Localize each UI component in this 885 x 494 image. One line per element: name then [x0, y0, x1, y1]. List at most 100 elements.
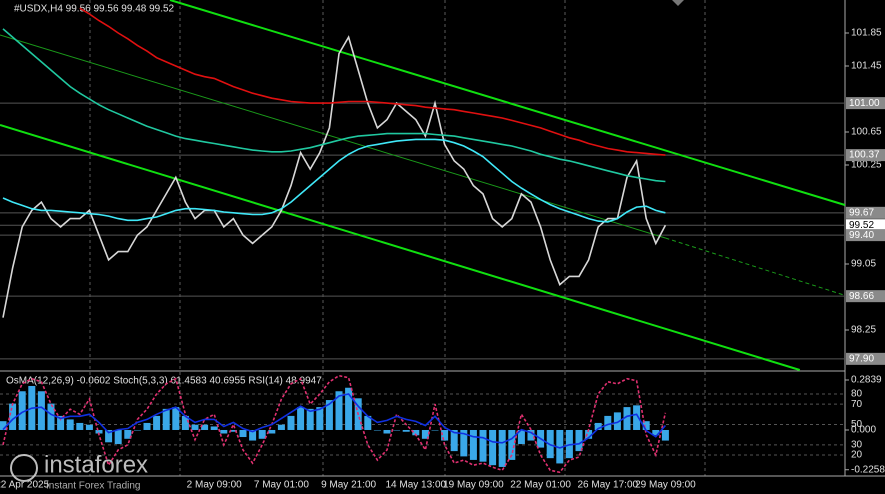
osma-bar [287, 415, 295, 430]
osma-bar [297, 407, 305, 430]
level-label: 98.66 [849, 291, 874, 302]
logo-icon [10, 454, 38, 482]
shift-marker [672, 0, 684, 6]
osma-bar [105, 429, 113, 443]
osma-bar [325, 400, 333, 430]
y-tick-label: 99.05 [851, 259, 876, 270]
osma-bar [402, 429, 410, 432]
series-line [2, 28, 666, 183]
osma-bar [85, 424, 93, 430]
x-tick-label: 19 May 09:00 [443, 480, 504, 491]
indicator-title: OsMA(12,26,9) -0.0602 Stoch(5,3,3) 61.45… [6, 376, 322, 387]
y-tick-label: 50 [851, 419, 863, 430]
osma-bar [508, 429, 516, 460]
osma-bar [633, 405, 641, 430]
osma-bar [191, 424, 199, 430]
osma-bar [181, 415, 189, 430]
osma-bar [76, 422, 84, 430]
level-label: 99.52 [849, 220, 874, 231]
y-tick-label: 98.25 [851, 325, 876, 336]
level-box [846, 352, 885, 365]
osma-bar [421, 429, 429, 439]
x-tick-label: 2 May 09:00 [187, 480, 242, 491]
osma-bar [479, 429, 487, 462]
series-line [2, 374, 667, 474]
series-line [2, 138, 666, 223]
osma-bar [469, 429, 477, 460]
level-box [846, 229, 885, 242]
x-tick-label: 26 May 17:00 [577, 480, 638, 491]
osma-bar [613, 412, 621, 430]
osma-bar [47, 403, 55, 430]
osma-bar [18, 391, 26, 430]
osma-bar [229, 429, 237, 432]
level-label: 97.90 [849, 354, 874, 365]
osma-bar [460, 429, 468, 457]
osma-bar [210, 426, 218, 430]
y-tick-label: 20 [851, 450, 863, 461]
chart-title: #USDX,H4 99.56 99.56 99.48 99.52 [14, 4, 175, 15]
osma-bar [306, 408, 314, 430]
trend-line [665, 237, 846, 296]
osma-bar [277, 424, 285, 430]
level-box [846, 149, 885, 162]
osma-bar [66, 419, 74, 430]
series-line [79, 7, 666, 156]
trend-line [169, 0, 846, 206]
x-tick-label: 22 May 01:00 [510, 480, 571, 491]
osma-bar [345, 387, 353, 430]
osma-bar [393, 429, 401, 431]
osma-bar [172, 407, 180, 430]
level-label: 99.67 [849, 207, 874, 218]
osma-bar [268, 429, 276, 434]
level-label: 99.40 [849, 230, 874, 241]
osma-bar [162, 408, 170, 430]
osma-bar [239, 429, 247, 438]
level-box [846, 290, 885, 303]
osma-bar [0, 421, 7, 430]
logo-name: instaforex [44, 451, 148, 478]
y-tick-label: 101.85 [851, 28, 882, 39]
osma-bar [604, 415, 612, 430]
level-box [846, 219, 885, 232]
y-tick-label: 70 [851, 399, 863, 410]
x-tick-label: 7 May 01:00 [254, 480, 309, 491]
y-tick-label: 30 [851, 439, 863, 450]
trend-line [0, 124, 801, 371]
osma-bar [249, 429, 257, 441]
osma-bar [498, 429, 506, 467]
osma-bar [9, 403, 17, 430]
osma-bar [642, 421, 650, 430]
osma-bar [661, 429, 669, 441]
x-tick-label: 14 May 13:00 [385, 480, 446, 491]
trend-line [0, 34, 666, 239]
osma-bar [335, 391, 343, 430]
osma-bar [201, 424, 209, 430]
osma-bar [37, 391, 45, 430]
osma-bar [258, 429, 266, 439]
series-line [2, 35, 667, 318]
osma-bar [373, 429, 381, 431]
y-tick-label: 80 [851, 389, 863, 400]
osma-bar [57, 415, 65, 430]
osma-bar [489, 429, 497, 466]
osma-bar [114, 429, 122, 445]
osma-bar [133, 429, 141, 431]
osma-bar [450, 429, 458, 452]
series-line [2, 393, 667, 449]
level-label: 100.37 [849, 150, 880, 161]
osma-bar [316, 407, 324, 430]
osma-bar [575, 429, 583, 452]
logo-tagline: Instant Forex Trading [46, 481, 141, 492]
osma-bar [527, 429, 535, 441]
osma-bar [556, 429, 564, 464]
osma-bar [95, 429, 103, 434]
y2-tick-label: 0.2839 [851, 375, 882, 386]
level-box [846, 206, 885, 219]
osma-bar [652, 429, 660, 436]
osma-bar [623, 407, 631, 430]
osma-bar [517, 429, 525, 445]
